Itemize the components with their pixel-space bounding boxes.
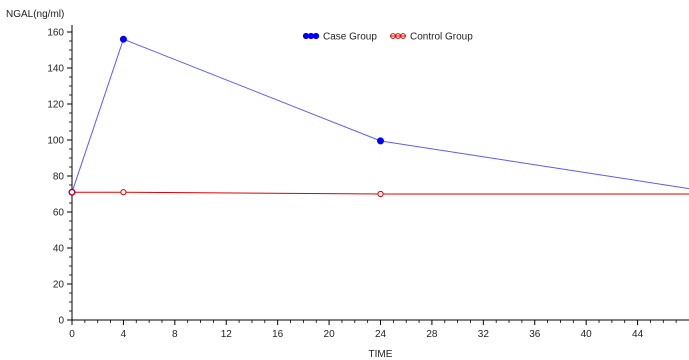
- y-tick-label: 100: [47, 136, 64, 147]
- legend-label: Control Group: [410, 32, 473, 43]
- x-tick-label: 32: [478, 329, 490, 340]
- series-1: [68, 35, 689, 196]
- x-tick-label: 28: [426, 329, 438, 340]
- legend: Case Group Control Group: [302, 32, 473, 43]
- x-tick-label: 40: [581, 329, 593, 340]
- x-tick-label: 8: [172, 329, 178, 340]
- legend-item-2: Control Group: [390, 32, 473, 43]
- data-point: [377, 190, 384, 198]
- x-tick-label: 24: [375, 329, 387, 340]
- series-line: [71, 38, 689, 193]
- x-tick-label: 16: [272, 329, 284, 340]
- data-point: [119, 35, 127, 43]
- legend-label: Case Group: [323, 32, 377, 43]
- x-tick-label: 4: [121, 329, 127, 340]
- series-line: [72, 191, 689, 195]
- y-tick-label: 0: [58, 316, 64, 327]
- data-point: [68, 189, 76, 196]
- x-tick-label: 20: [324, 329, 336, 340]
- x-tick-label: 0: [69, 329, 75, 340]
- axes: 0 20 40 60 80 100 120 140 160 0 4 8 12 16 20 24 28 32 36 40…: [47, 25, 689, 340]
- data-point: [377, 137, 384, 145]
- y-axis-label: NGAL(ng/ml): [6, 9, 64, 20]
- y-tick-label: 60: [53, 208, 65, 219]
- y-tick-label: 40: [53, 244, 65, 255]
- y-tick-label: 80: [53, 172, 65, 183]
- legend-item-1: Case Group: [302, 32, 377, 43]
- y-tick-label: 120: [47, 100, 64, 111]
- series-2: [68, 189, 689, 198]
- x-tick-label: 12: [221, 329, 233, 340]
- x-axis-label: TIME: [369, 349, 393, 360]
- y-tick-label: 20: [53, 280, 65, 291]
- x-tick-label: 36: [529, 329, 541, 340]
- x-tick-label: 44: [632, 329, 644, 340]
- series-group: [68, 35, 689, 198]
- data-point: [120, 189, 127, 196]
- y-tick-label: 140: [47, 64, 64, 75]
- y-tick-label: 160: [47, 28, 64, 39]
